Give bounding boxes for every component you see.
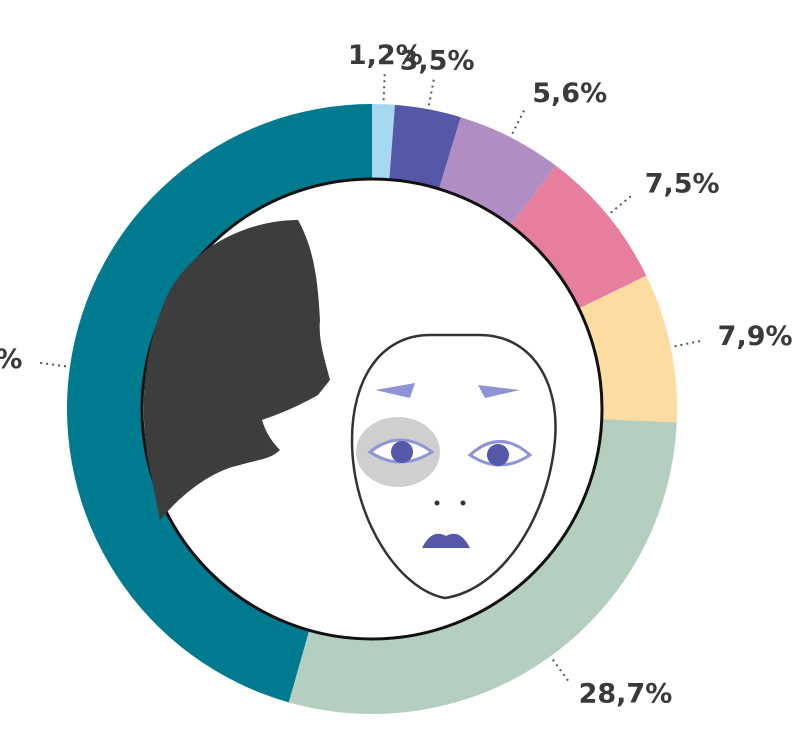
chart: 1,2%3,5%5,6%7,5%7,9%28,7%45,6%: [0, 0, 794, 746]
leader-line: [512, 111, 524, 134]
leader-line: [384, 74, 385, 100]
leader-line: [675, 341, 700, 346]
value-label: 3,5%: [400, 46, 475, 77]
leader-line: [429, 80, 434, 106]
value-label: 28,7%: [579, 679, 673, 710]
value-label: 45,6%: [0, 344, 22, 375]
leader-line: [40, 363, 66, 367]
value-label: 7,9%: [718, 321, 793, 352]
leader-line: [611, 196, 631, 213]
value-label: 7,5%: [645, 168, 720, 199]
leader-line: [553, 660, 568, 681]
value-label: 5,6%: [532, 78, 607, 109]
